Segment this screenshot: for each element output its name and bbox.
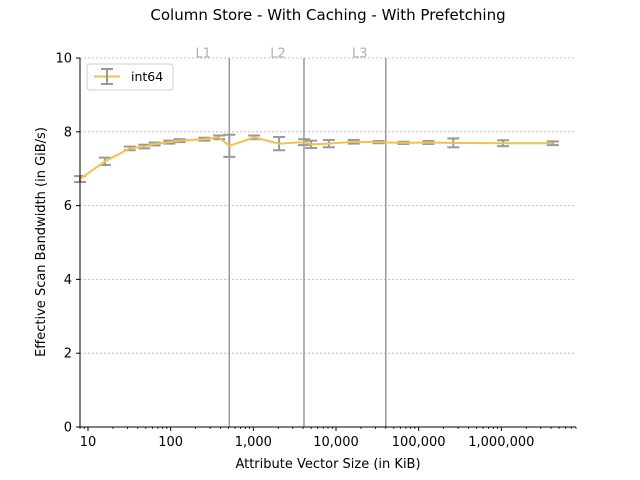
- x-tick-label: 10,000: [313, 435, 359, 450]
- axes: [79, 58, 576, 428]
- y-tick-label: 6: [64, 199, 72, 214]
- y-tick-label: 10: [55, 52, 72, 67]
- chart-title: Column Store - With Caching - With Prefe…: [150, 6, 505, 24]
- legend: int64: [86, 63, 174, 91]
- cache-label-l2: L2: [270, 47, 286, 62]
- cache-label-l1: L1: [196, 47, 212, 62]
- x-axis-ticks: 10 100 1,000 10,000 100,000 1,000,000: [79, 427, 577, 450]
- y-tick-label: 4: [64, 273, 72, 288]
- y-tick-label: 8: [64, 125, 72, 140]
- series-lines: [79, 136, 553, 180]
- x-axis-label: Attribute Vector Size (in KiB): [235, 457, 420, 472]
- x-tick-label: 1,000: [235, 435, 272, 450]
- x-tick-label: 100: [158, 435, 183, 450]
- cache-label-l3: L3: [352, 47, 368, 62]
- y-tick-label: 0: [64, 421, 72, 436]
- x-tick-label: 100,000: [392, 435, 446, 450]
- x-tick-label: 1,000,000: [468, 435, 534, 450]
- error-bars: [74, 133, 559, 183]
- cache-size-markers: L1 L2 L3: [196, 47, 387, 427]
- y-axis-ticks: 0 2 4 6 8 10: [55, 52, 80, 436]
- y-axis-label: Effective Scan Bandwidth (in GiB/s): [34, 127, 49, 357]
- legend-label-int64: int64: [131, 69, 163, 84]
- legend-swatch-int64: [94, 68, 120, 85]
- grid-lines: [80, 57, 576, 354]
- series-line-int64: [79, 136, 553, 180]
- x-tick-label: 10: [80, 435, 97, 450]
- y-tick-label: 2: [64, 347, 72, 362]
